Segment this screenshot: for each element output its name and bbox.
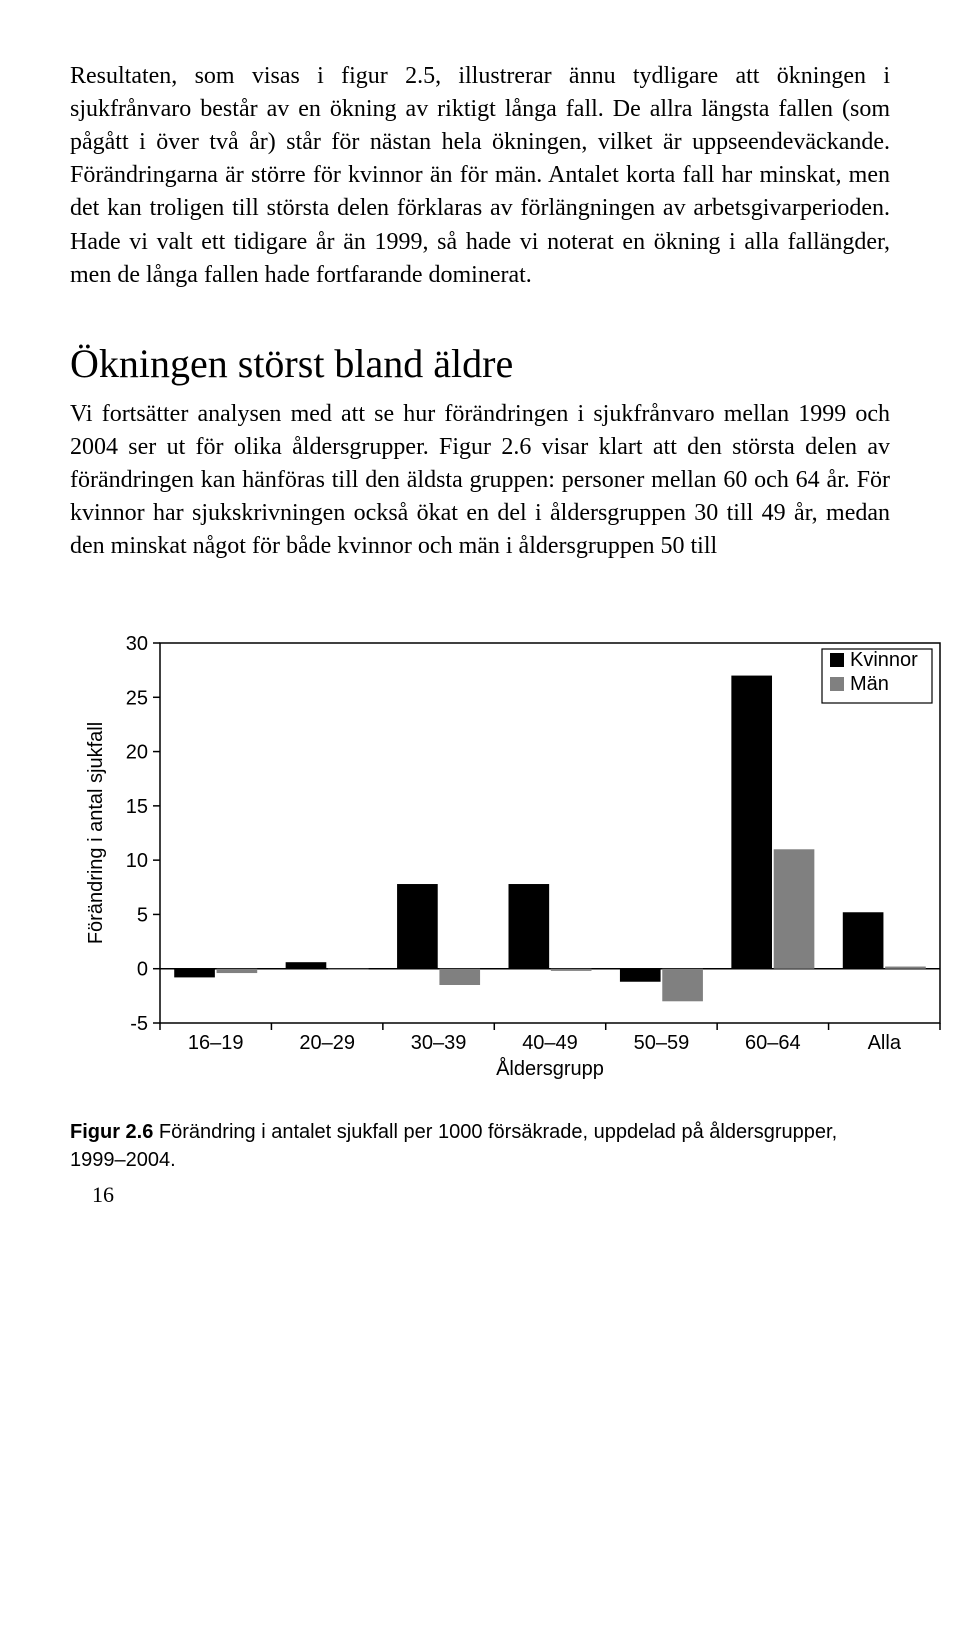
svg-text:Åldersgrupp: Åldersgrupp bbox=[496, 1057, 604, 1080]
section-paragraph: Vi fortsätter analysen med att se hur fö… bbox=[70, 398, 890, 564]
svg-text:5: 5 bbox=[137, 905, 148, 927]
svg-text:15: 15 bbox=[126, 796, 148, 818]
svg-text:0: 0 bbox=[137, 959, 148, 981]
figure-caption-text: Förändring i antalet sjukfall per 1000 f… bbox=[70, 1121, 837, 1171]
svg-text:30–39: 30–39 bbox=[411, 1032, 467, 1054]
figure-caption: Figur 2.6 Förändring i antalet sjukfall … bbox=[70, 1118, 890, 1174]
section-heading: Ökningen störst bland äldre bbox=[70, 340, 890, 388]
svg-text:Kvinnor: Kvinnor bbox=[850, 649, 918, 671]
svg-text:16–19: 16–19 bbox=[188, 1032, 244, 1054]
svg-text:Män: Män bbox=[850, 673, 889, 695]
svg-text:50–59: 50–59 bbox=[634, 1032, 690, 1054]
intro-paragraph: Resultaten, som visas i figur 2.5, illus… bbox=[70, 60, 890, 292]
svg-text:40–49: 40–49 bbox=[522, 1032, 578, 1054]
svg-text:10: 10 bbox=[126, 850, 148, 872]
svg-text:30: 30 bbox=[126, 633, 148, 655]
bar-chart-svg: -5 0 5 10 15 20 25 30 16–19 20–29 30–39 40–49 50–59 6… bbox=[70, 633, 950, 1093]
svg-text:25: 25 bbox=[126, 688, 148, 710]
svg-text:Alla: Alla bbox=[868, 1032, 902, 1054]
page-number: 16 bbox=[70, 1182, 890, 1208]
svg-text:20: 20 bbox=[126, 742, 148, 764]
figure-caption-label: Figur 2.6 bbox=[70, 1121, 153, 1143]
svg-text:60–64: 60–64 bbox=[745, 1032, 801, 1054]
svg-text:Förändring i antal sjukfall: Förändring i antal sjukfall bbox=[85, 722, 107, 944]
svg-text:20–29: 20–29 bbox=[299, 1032, 355, 1054]
svg-text:-5: -5 bbox=[130, 1013, 148, 1035]
figure-2-6-chart: -5 0 5 10 15 20 25 30 16–19 20–29 30–39 40–49 50–59 6… bbox=[70, 633, 890, 1098]
